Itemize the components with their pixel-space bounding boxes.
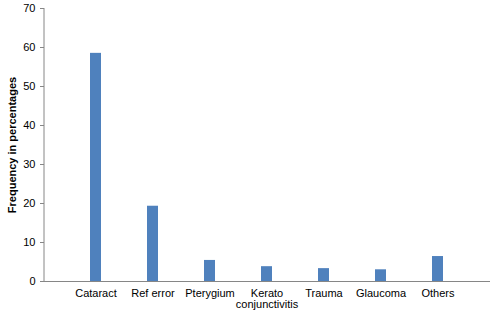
svg-text:60: 60 xyxy=(23,41,35,53)
svg-text:30: 30 xyxy=(23,158,35,170)
svg-text:10: 10 xyxy=(23,236,35,248)
svg-text:50: 50 xyxy=(23,80,35,92)
svg-text:Ref error: Ref error xyxy=(131,287,175,299)
svg-text:Cataract: Cataract xyxy=(75,287,117,299)
svg-text:Others: Others xyxy=(421,287,455,299)
svg-text:Keratoconjunctivitis: Keratoconjunctivitis xyxy=(236,287,299,310)
svg-text:Frequency in percentages: Frequency in percentages xyxy=(6,77,18,213)
svg-text:40: 40 xyxy=(23,119,35,131)
svg-text:0: 0 xyxy=(29,275,35,287)
svg-text:Pterygium: Pterygium xyxy=(185,287,235,299)
svg-text:Glaucoma: Glaucoma xyxy=(356,287,407,299)
svg-text:70: 70 xyxy=(23,2,35,14)
svg-text:Trauma: Trauma xyxy=(305,287,343,299)
svg-text:20: 20 xyxy=(23,197,35,209)
